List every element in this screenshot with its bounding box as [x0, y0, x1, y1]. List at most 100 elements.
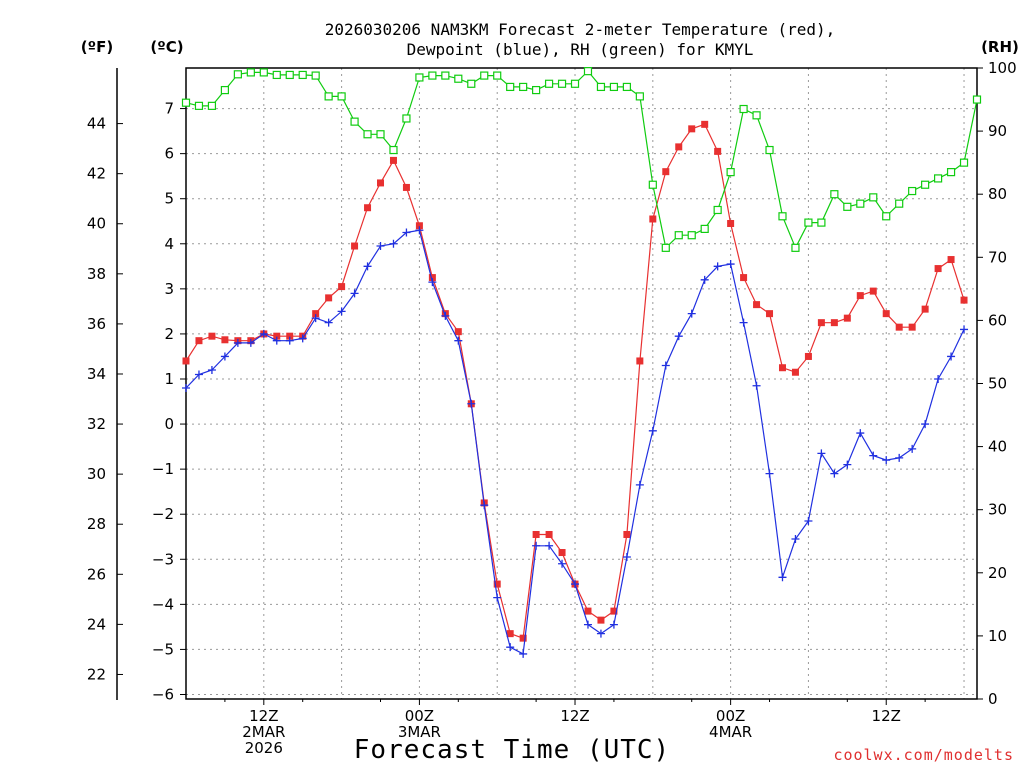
series-dewpoint — [182, 226, 969, 658]
temperature-point — [208, 332, 216, 340]
temperature-point — [714, 147, 722, 155]
rh-point — [415, 73, 424, 82]
rh-point — [298, 70, 307, 80]
rh-point — [207, 101, 217, 110]
rh-point — [972, 95, 982, 104]
axes — [116, 67, 983, 705]
dewpoint-point — [246, 338, 255, 347]
rh-point — [519, 82, 528, 92]
temperature-point — [766, 310, 774, 318]
temperature-point — [727, 219, 735, 227]
temperature-point — [869, 287, 877, 295]
rh-point — [506, 82, 515, 92]
dewpoint-point — [272, 336, 281, 345]
fahrenheit-tick-label: 36 — [87, 315, 106, 333]
dewpoint-point — [830, 469, 839, 478]
temperature-point — [934, 265, 942, 273]
dewpoint-point — [220, 352, 229, 361]
rh-point — [480, 71, 489, 80]
rh-point — [895, 199, 904, 208]
rh-point — [583, 67, 593, 76]
fahrenheit-tick-label: 28 — [87, 515, 106, 533]
rh-point — [856, 199, 865, 208]
rh-point — [441, 71, 450, 80]
temperature-point — [377, 179, 385, 187]
dewpoint-point — [480, 501, 489, 510]
rh-point — [959, 158, 969, 167]
celsius-tick-label: −6 — [152, 685, 174, 703]
temperature-point — [532, 530, 540, 538]
rh-tick-label: 20 — [988, 564, 1007, 582]
fahrenheit-tick-label: 24 — [87, 615, 106, 633]
temperature-point — [662, 168, 670, 176]
dewpoint-point — [661, 361, 670, 370]
temperature-point — [882, 310, 890, 318]
chart-title-line1: 2026030206 NAM3KM Forecast 2-meter Tempe… — [325, 20, 836, 39]
dewpoint-point — [635, 480, 644, 489]
temperature-point — [415, 222, 423, 230]
dewpoint-point — [545, 541, 554, 550]
rh-point — [739, 104, 748, 114]
temperature-point — [688, 125, 696, 133]
dewpoint-point — [493, 593, 502, 602]
rh-point — [622, 82, 631, 92]
dewpoint-point — [596, 629, 605, 638]
dewpoint-point — [921, 420, 930, 429]
dewpoint-point — [532, 541, 541, 550]
temperature-point — [753, 301, 761, 309]
temperature-point — [740, 274, 748, 282]
dewpoint-point — [947, 352, 956, 361]
temperature-point — [895, 323, 903, 331]
rh-point — [428, 71, 437, 80]
rh-point — [882, 212, 891, 221]
dewpoint-point — [817, 449, 826, 458]
dewpoint-point — [558, 559, 567, 568]
temperature-point — [623, 530, 631, 538]
rh-point — [337, 92, 346, 101]
x-tick-label: 12Z — [560, 707, 589, 725]
dewpoint-point — [869, 451, 878, 460]
rh-point — [311, 71, 320, 80]
rh-point — [635, 92, 644, 101]
dewpoint-point — [454, 336, 463, 345]
fahrenheit-tick-label: 42 — [87, 165, 106, 183]
dewpoint-point — [934, 374, 943, 383]
rh-point — [933, 174, 943, 183]
celsius-tick-label: 6 — [164, 145, 174, 163]
series-relative-humidity — [181, 67, 982, 252]
rh-point — [752, 111, 761, 120]
dewpoint-point — [583, 620, 592, 629]
rh-tick-label: 60 — [988, 311, 1007, 329]
rh-point — [843, 202, 852, 211]
dewpoint-point — [571, 580, 580, 589]
rh-point — [765, 145, 774, 155]
temperature-point — [351, 242, 359, 250]
dewpoint-point — [882, 456, 891, 465]
celsius-tick-label: 7 — [164, 100, 174, 118]
fahrenheit-tick-label: 26 — [87, 565, 106, 583]
series-group — [181, 67, 982, 658]
rh-point — [493, 71, 502, 80]
dewpoint-point — [791, 534, 800, 543]
dewpoint-point — [194, 370, 203, 379]
dewpoint-point — [428, 278, 437, 287]
celsius-tick-label: −1 — [152, 460, 174, 478]
dewpoint-point — [856, 429, 865, 438]
dewpoint-point — [182, 384, 190, 393]
fahrenheit-tick-label: 38 — [87, 265, 106, 283]
dewpoint-point — [713, 262, 722, 271]
dewpoint-point — [700, 275, 709, 284]
dewpoint-point — [311, 314, 320, 323]
rh-tick-label: 10 — [988, 627, 1007, 645]
temperature-point — [506, 630, 514, 638]
celsius-unit-label: (ºC) — [150, 38, 183, 56]
dewpoint-point — [337, 307, 346, 316]
dewpoint-point — [298, 334, 307, 343]
rh-point — [687, 231, 696, 240]
rh-point — [596, 82, 606, 92]
dewpoint-point — [609, 620, 618, 629]
rh-point — [791, 243, 800, 252]
dewpoint-point — [687, 309, 696, 318]
celsius-tick-label: −2 — [152, 505, 174, 523]
x-tick-label: 2MAR — [242, 723, 285, 741]
